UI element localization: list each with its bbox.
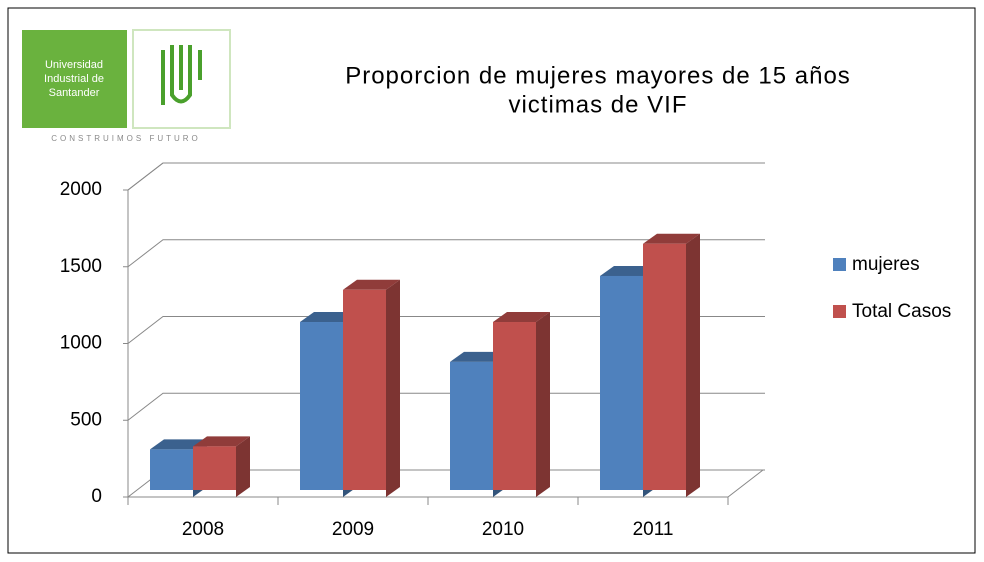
bar-top [493,312,550,323]
bar-front [450,361,493,490]
bar-front [493,322,536,490]
logo-motto: CONSTRUIMOS FUTURO [51,134,201,143]
chart-title: victimas de VIF [508,91,687,118]
bar-top [193,436,250,447]
bar-top [343,279,400,290]
legend-label: mujeres [852,254,920,275]
bar [643,233,700,497]
bar-side [236,436,250,497]
bar-side [386,279,400,497]
logo-text: Industrial de [44,73,104,85]
chart-title: Proporcion de mujeres mayores de 15 años [345,62,851,89]
y-tick-label: 1500 [60,256,102,277]
legend-label: Total Casos [852,301,951,322]
bar-top [600,265,657,276]
y-tick-label: 2000 [60,179,102,200]
bar [493,312,550,497]
bar-front [643,243,686,490]
bar-side [536,312,550,497]
bar-top [643,233,700,244]
y-tick-label: 1000 [60,333,102,354]
legend-swatch [833,305,846,318]
bar-front [150,449,193,490]
bar-front [300,322,343,490]
bar-front [600,275,643,490]
grid-line [127,392,765,421]
logo-emblem [161,45,202,105]
y-tick-label: 0 [91,486,102,507]
x-tick-label: 2010 [482,519,524,540]
bar [193,436,250,497]
logo-text: Santander [49,87,100,99]
grid-line [127,316,765,344]
x-tick-label: 2011 [633,519,674,540]
bar-top [450,351,507,362]
x-tick-label: 2008 [182,519,224,540]
bar-front [343,289,386,490]
logo-text: Universidad [45,59,103,71]
y-tick-label: 500 [70,409,102,430]
bar-top [300,312,357,323]
logo-green-box [22,30,127,128]
bar-side [686,233,700,497]
legend-swatch [833,258,846,271]
bar-top [150,439,207,450]
grid-line [127,162,765,191]
bar-front [193,446,236,490]
bar [343,279,400,497]
logo: Universidad Industrial de Santander CONS… [22,29,231,143]
grid-line [127,239,765,268]
x-tick-label: 2009 [332,519,374,540]
